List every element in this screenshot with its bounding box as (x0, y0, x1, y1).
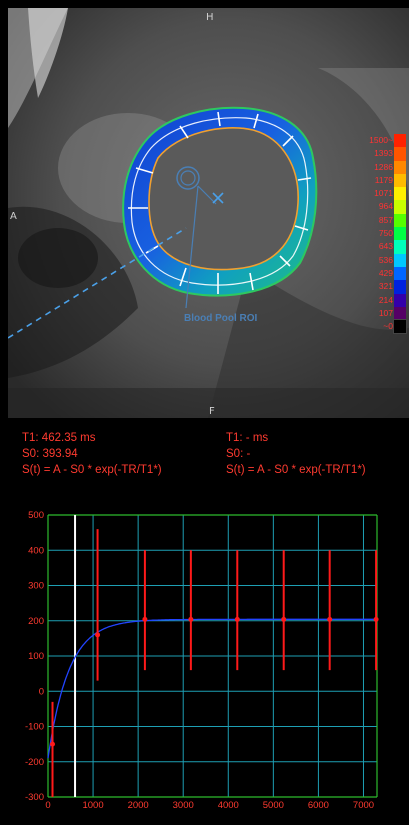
scale-entry: 1071 (366, 187, 409, 201)
scale-swatch (394, 227, 406, 241)
segment-lines (128, 111, 312, 294)
scale-entry: 1500~ (366, 134, 409, 148)
scale-swatch (394, 213, 406, 228)
scale-entry: 107 (366, 306, 409, 321)
scale-label: 536 (378, 254, 393, 265)
scale-swatch (394, 266, 406, 281)
scale-swatch (394, 134, 406, 148)
scale-label: 1393 (374, 148, 393, 159)
x-tick-label: 7000 (353, 800, 374, 811)
scale-label: ~0 (383, 321, 393, 332)
scale-entry: 750 (366, 227, 409, 241)
scale-entry: 536 (366, 253, 409, 267)
scale-label: 1286 (374, 161, 393, 172)
image-viewport[interactable]: Blood Pool ROI H A F (8, 8, 409, 418)
rv-insertion-line[interactable] (8, 227, 187, 339)
endocardial-contour (148, 127, 299, 271)
scale-entry: 1393 (366, 147, 409, 161)
x-tick-label: 1000 (82, 800, 103, 811)
fit-info-panel: T1: 462.35 ms S0: 393.94 S(t) = A - S0 *… (0, 420, 409, 498)
scale-swatch (394, 187, 406, 201)
cardiac-mri-image[interactable]: Blood Pool ROI (8, 8, 409, 418)
x-tick-label: 5000 (263, 800, 284, 811)
scale-entry: 1286 (366, 160, 409, 174)
scale-label: 1500~ (369, 135, 393, 145)
scale-label: 429 (378, 267, 393, 278)
fit-info-left: T1: 462.35 ms S0: 393.94 S(t) = A - S0 *… (22, 430, 162, 478)
data-point (142, 616, 148, 622)
y-tick-label: -300 (25, 792, 44, 803)
s0-value: S0: 393.94 (22, 448, 78, 460)
scale-label: 643 (378, 241, 393, 252)
y-tick-label: -200 (25, 757, 44, 768)
data-point (50, 741, 56, 747)
orientation-top: H (206, 12, 214, 23)
scale-swatch (394, 160, 406, 174)
scale-label: 321 (378, 281, 393, 292)
data-point (95, 632, 101, 638)
scale-swatch (394, 173, 406, 188)
orientation-bottom: F (209, 406, 215, 417)
scale-entry: 857 (366, 213, 409, 228)
t1-color-scale: 1500~ 1393 1286 1179 1071 964 857 750 643 536 429 3… (366, 134, 409, 335)
s0-value-right: S0: - (226, 448, 251, 460)
fit-curve (47, 618, 377, 759)
x-tick-label: 4000 (218, 800, 239, 811)
scale-entry: 964 (366, 200, 409, 214)
x-tick-label: 0 (45, 800, 50, 811)
scale-entry: 1179 (366, 173, 409, 188)
data-point (373, 616, 379, 622)
scale-swatch (394, 147, 406, 161)
y-tick-label: 0 (39, 686, 44, 697)
t1-value: T1: 462.35 ms (22, 432, 96, 444)
data-point (234, 616, 240, 622)
scale-swatch (394, 280, 406, 294)
scale-label: 750 (378, 228, 393, 239)
y-tick-label: 100 (28, 651, 44, 662)
fit-formula-right: S(t) = A - S0 * exp(-TR/T1*) (226, 464, 366, 476)
scale-swatch (394, 240, 406, 254)
scale-label: 857 (378, 214, 393, 225)
scale-entry: 214 (366, 293, 409, 307)
y-tick-label: -100 (25, 722, 44, 733)
scale-label: 1071 (374, 188, 393, 199)
blood-pool-roi-circle[interactable] (176, 166, 200, 190)
y-tick-label: 400 (28, 545, 44, 556)
t1-value-right: T1: - ms (226, 432, 269, 444)
x-tick-label: 3000 (173, 800, 194, 811)
scale-swatch (394, 200, 406, 214)
fit-formula: S(t) = A - S0 * exp(-TR/T1*) (22, 464, 162, 476)
blood-pool-roi-label: Blood Pool ROI (184, 313, 258, 324)
data-point (188, 616, 194, 622)
data-series (50, 529, 379, 797)
scale-entry: 429 (366, 266, 409, 281)
fit-curve-line (47, 618, 377, 759)
scale-swatch (394, 293, 406, 307)
scale-entry: 321 (366, 280, 409, 294)
y-tick-label: 500 (28, 510, 44, 521)
x-tick-label: 6000 (308, 800, 329, 811)
scale-entry: 643 (366, 240, 409, 254)
orientation-left: A (10, 211, 17, 222)
y-tick-label: 300 (28, 581, 44, 592)
x-tick-label: 2000 (128, 800, 149, 811)
chart-grid (47, 514, 377, 798)
data-point (327, 616, 333, 622)
scale-label: 964 (378, 201, 393, 212)
scale-entry: ~0 (366, 319, 409, 335)
data-point (281, 616, 287, 622)
fit-info-right: T1: - ms S0: - S(t) = A - S0 * exp(-TR/T… (226, 430, 366, 478)
center-cross-icon[interactable] (212, 192, 224, 204)
scale-swatch (394, 306, 406, 321)
y-tick-label: 200 (28, 616, 44, 627)
scale-swatch (393, 319, 407, 335)
scale-label: 107 (378, 307, 393, 318)
scale-label: 1179 (374, 174, 393, 185)
scale-label: 214 (378, 294, 393, 305)
scale-swatch (394, 253, 406, 267)
